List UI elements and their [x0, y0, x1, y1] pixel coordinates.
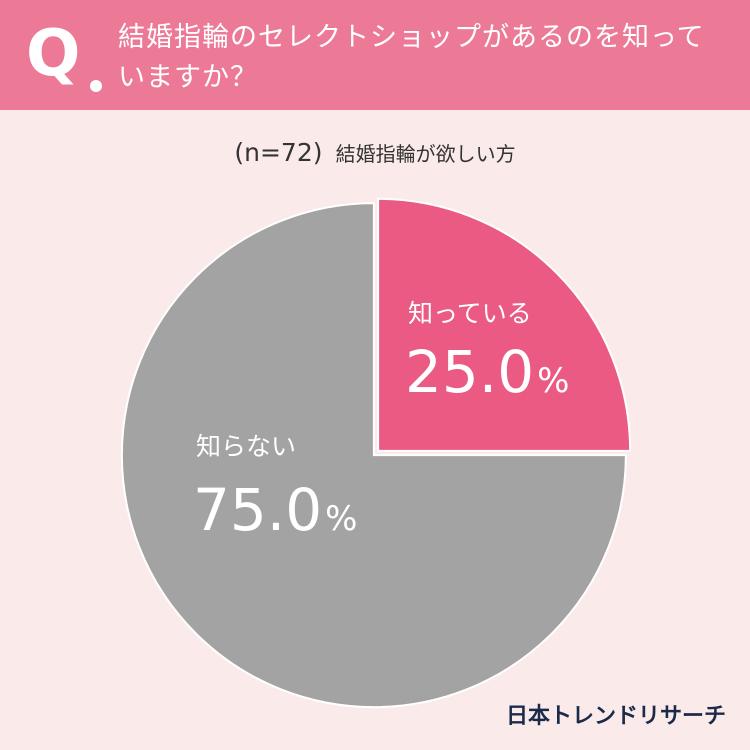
question-text: 結婚指輪のセレクトショップがあるのを知っていますか？: [118, 22, 705, 93]
slice-percent-2: 75.0%: [193, 476, 357, 544]
respondent-group: 結婚指輪が欲しい方: [335, 142, 516, 166]
sample-size: (n=72): [234, 138, 323, 167]
pie-slice-2: [120, 202, 627, 709]
chart-subtitle: (n=72) 結婚指輪が欲しい方: [0, 138, 750, 167]
pie-slice-1: [377, 197, 632, 452]
q-dot: [90, 80, 102, 92]
q-label: Q: [26, 17, 81, 91]
slice-label-1: 知っている: [408, 299, 532, 328]
brand-logo: 日本トレンドリサーチ: [505, 704, 726, 729]
slice-label-2: 知らない: [196, 432, 296, 461]
question-header: Q 結婚指輪のセレクトショップがあるのを知っていますか？: [0, 0, 750, 110]
slice-percent-1: 25.0%: [405, 338, 569, 406]
